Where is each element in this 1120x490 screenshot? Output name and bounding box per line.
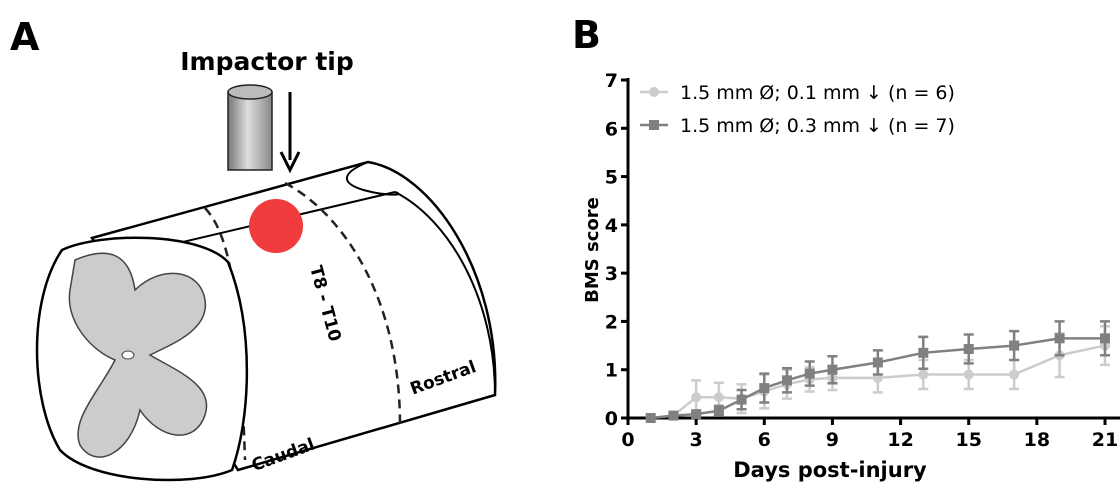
marker bbox=[691, 409, 702, 420]
marker bbox=[918, 369, 929, 380]
legend-marker bbox=[649, 87, 659, 97]
marker bbox=[782, 375, 792, 386]
arrowhead bbox=[279, 151, 301, 174]
marker bbox=[645, 413, 656, 423]
y-tick-label: 2 bbox=[605, 311, 618, 333]
legend-label: 1.5 mm Ø; 0.3 mm ↓ (n = 7) bbox=[680, 115, 955, 137]
x-tick-label: 9 bbox=[826, 429, 839, 451]
x-tick-label: 21 bbox=[1092, 429, 1118, 451]
x-tick-label: 15 bbox=[955, 429, 981, 451]
y-axis-label: BMS score bbox=[582, 197, 603, 303]
gray-matter bbox=[68, 252, 208, 458]
x-tick-label: 0 bbox=[621, 429, 634, 451]
impactor-top bbox=[227, 84, 273, 100]
marker bbox=[691, 392, 702, 403]
marker bbox=[1100, 333, 1110, 344]
y-tick-label: 5 bbox=[605, 167, 618, 189]
legend-marker bbox=[649, 120, 659, 130]
panel-a: A Impactor tip T8 - T10 Caudal Rostral bbox=[10, 15, 497, 482]
panel-label: A bbox=[10, 15, 40, 59]
y-tick-label: 1 bbox=[605, 360, 618, 382]
marker bbox=[1054, 333, 1065, 344]
x-tick-label: 18 bbox=[1024, 429, 1050, 451]
marker bbox=[918, 347, 929, 358]
marker bbox=[963, 343, 974, 354]
impact-site bbox=[249, 199, 303, 253]
marker bbox=[759, 383, 770, 394]
marker bbox=[804, 368, 815, 379]
canal bbox=[121, 350, 135, 360]
marker bbox=[872, 357, 883, 368]
marker bbox=[736, 394, 747, 405]
x-tick-label: 6 bbox=[758, 429, 771, 451]
panel-label: B bbox=[572, 13, 601, 57]
x-tick-label: 12 bbox=[887, 429, 913, 451]
x-tick-label: 3 bbox=[690, 429, 703, 451]
impactor bbox=[227, 91, 273, 171]
y-tick-label: 3 bbox=[605, 263, 618, 285]
marker bbox=[827, 364, 838, 375]
y-tick-label: 6 bbox=[605, 118, 618, 140]
y-tick-label: 4 bbox=[605, 215, 618, 237]
marker bbox=[1009, 369, 1020, 380]
dashed-boundary bbox=[284, 181, 402, 426]
y-tick-label: 0 bbox=[605, 408, 618, 430]
marker bbox=[713, 392, 724, 403]
cord-end bbox=[394, 191, 496, 396]
marker bbox=[713, 405, 724, 416]
y-tick-label: 7 bbox=[605, 70, 618, 92]
marker bbox=[1009, 340, 1020, 351]
marker bbox=[963, 369, 974, 380]
legend-label: 1.5 mm Ø; 0.1 mm ↓ (n = 6) bbox=[680, 82, 955, 104]
impactor-label: Impactor tip bbox=[180, 47, 354, 76]
x-axis-label: Days post-injury bbox=[733, 458, 927, 482]
marker bbox=[668, 410, 679, 421]
